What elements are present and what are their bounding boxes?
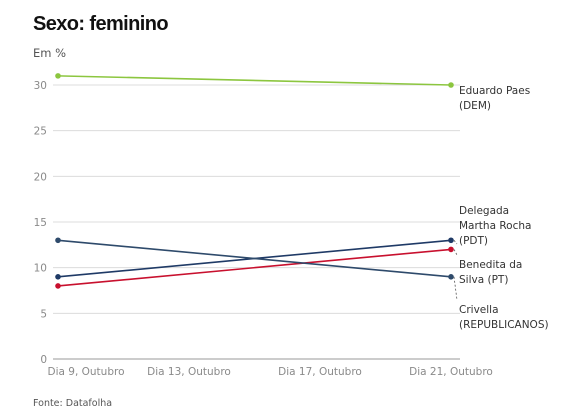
series-label: Benedita da (459, 259, 522, 271)
data-point (448, 274, 454, 280)
series-line (57, 75, 452, 86)
x-tick-label: Dia 13, Outubro (147, 366, 231, 378)
series-label: Silva (PT) (459, 274, 508, 286)
series-label: Delegada (459, 205, 509, 217)
label-leader (453, 249, 458, 256)
series-label: (PDT) (459, 235, 488, 247)
y-tick-label: 0 (40, 354, 47, 366)
chart-title: Sexo: feminino (33, 13, 169, 35)
series-label: (DEM) (459, 100, 491, 112)
y-tick-label: 10 (34, 263, 47, 275)
data-point (55, 274, 61, 280)
y-tick-label: 15 (34, 217, 47, 229)
series-line (57, 239, 452, 278)
x-tick-label: Dia 17, Outubro (278, 366, 362, 378)
y-tick-label: 20 (34, 171, 47, 183)
label-leader (453, 240, 458, 245)
unit-label: Em % (33, 46, 67, 60)
series-label: Crivella (459, 304, 499, 316)
series-label: Eduardo Paes (459, 85, 530, 97)
data-point (448, 237, 454, 244)
x-tick-label: Dia 9, Outubro (48, 366, 125, 378)
series-label: Martha Rocha (459, 220, 531, 232)
label-leader (453, 276, 458, 301)
y-tick-label: 30 (34, 80, 47, 92)
data-point (55, 73, 61, 79)
series-line (57, 248, 452, 287)
source-note: Fonte: Datafolha (33, 398, 113, 409)
y-tick-label: 5 (40, 308, 47, 320)
y-tick-label: 25 (34, 126, 47, 138)
x-tick-label: Dia 21, Outubro (409, 366, 493, 378)
data-point (448, 82, 454, 88)
data-point (448, 246, 454, 253)
series-label: (REPUBLICANOS) (459, 319, 549, 331)
data-point (55, 283, 61, 289)
data-point (55, 237, 61, 244)
